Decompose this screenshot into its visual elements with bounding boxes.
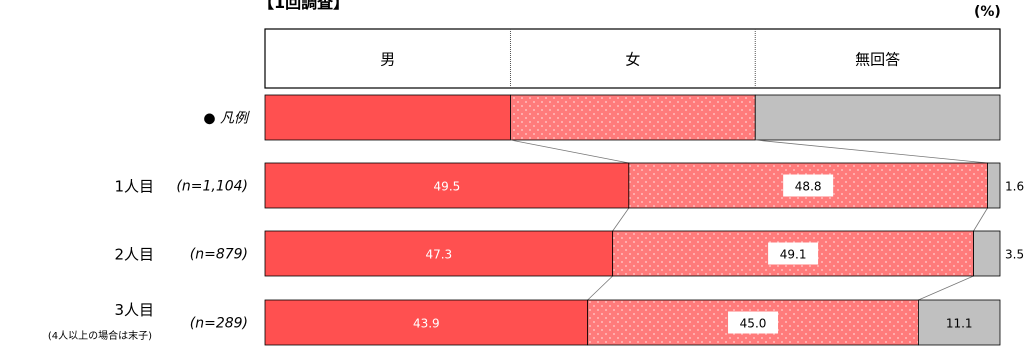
bar-segment-3-3 [918, 299, 1001, 346]
sample-size-label: (n=1,104) [176, 179, 248, 195]
connector-line [587, 275, 613, 301]
data-label: 47.3 [425, 248, 452, 262]
data-label: 43.9 [413, 317, 440, 331]
bars: 49.5 48.8 1.6 47.3 49.1 3.5 43.9 45.0 11.1 [264, 162, 1024, 346]
data-label-bg [728, 311, 779, 334]
legend-bar: ● 凡例 [203, 94, 1001, 141]
data-label: 3.5 [1005, 248, 1024, 262]
connector-line [510, 139, 629, 164]
bar-segment-2-1 [264, 230, 614, 277]
data-label: 1.6 [1005, 180, 1024, 194]
unit-label: (%) [974, 4, 1001, 20]
legend-swatch-3 [754, 94, 1001, 141]
category-label: 2人目 [114, 246, 154, 264]
chart-section-title: 【1回調査】 [258, 0, 350, 12]
legend-swatch-2 [510, 94, 756, 141]
data-label: 49.5 [434, 180, 461, 194]
legend-header-1: 男 [380, 51, 395, 69]
data-label: 11.1 [946, 317, 973, 331]
bar-segment-2-3 [973, 230, 1001, 277]
data-label-bg [768, 242, 819, 265]
category-label: 1人目 [114, 178, 154, 196]
legend-header-3: 無回答 [855, 51, 900, 69]
connector-line [973, 207, 988, 232]
bar-connector-lines [510, 139, 988, 301]
legend-swatch-1 [264, 94, 511, 141]
legend-row-label: ● 凡例 [203, 111, 250, 127]
category-labels: 1人目 (n=1,104) 2人目 (n=879) 3人目 (4人以上の場合は末子) (n=… [48, 178, 248, 343]
data-label-bg [783, 174, 834, 197]
legend-header-2: 女 [625, 51, 640, 69]
data-label: 48.8 [795, 180, 822, 194]
legend-header-table: 男 女 無回答 [264, 28, 1001, 89]
data-label: 45.0 [740, 317, 767, 331]
category-sublabel: (4人以上の場合は末子) [48, 329, 152, 342]
bar-segment-1-1 [264, 162, 630, 209]
category-label: 3人目 [114, 301, 154, 319]
connector-line [918, 275, 974, 301]
sample-size-label: (n=289) [190, 316, 248, 332]
bar-segment-1-3 [987, 162, 1001, 209]
connector-line [755, 139, 988, 164]
legend-header-frame [264, 28, 1001, 89]
sample-size-label: (n=879) [190, 247, 248, 263]
connector-line [612, 207, 630, 232]
data-label: 49.1 [780, 248, 807, 262]
